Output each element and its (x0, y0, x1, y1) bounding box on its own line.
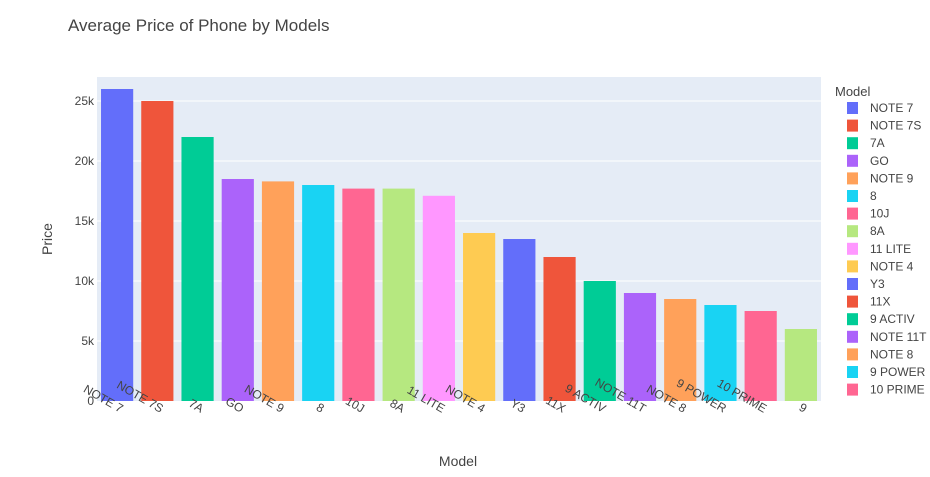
bar (664, 299, 697, 401)
bar (261, 181, 295, 401)
y-tick-label: 5k (81, 334, 95, 348)
legend-item: 11 LITE (870, 242, 911, 256)
bar (302, 185, 335, 401)
legend-swatch (847, 172, 858, 185)
legend-item: Y3 (870, 277, 885, 291)
legend-swatch (847, 295, 858, 308)
legend-item: 8A (870, 224, 885, 238)
legend-item: NOTE 7S (870, 119, 921, 133)
legend-swatch (847, 225, 858, 238)
legend-item: 11X (870, 295, 890, 309)
bar (744, 311, 777, 401)
bar (463, 233, 496, 401)
chart-title: Average Price of Phone by Models (68, 16, 329, 35)
y-tick-label: 10k (75, 274, 95, 288)
legend-item: 10 PRIME (870, 383, 925, 397)
grid-lines (97, 100, 821, 342)
bar (784, 329, 817, 401)
legend-swatch (847, 102, 858, 114)
legend-swatch (847, 190, 858, 202)
plot-area (97, 77, 821, 401)
legend-swatch (847, 119, 858, 132)
legend-swatch (847, 348, 858, 361)
legend-item: 7A (870, 136, 885, 150)
bar (382, 188, 415, 401)
legend-swatch (847, 260, 858, 273)
legend-swatch (847, 330, 858, 343)
bar (543, 257, 576, 401)
bar (623, 293, 657, 401)
legend: NOTE 7 NOTE 7S 7A GO NOTE 9 8 10J 8A 11 LITE NOTE… (847, 101, 927, 397)
bar (181, 137, 214, 401)
legend-swatch (847, 313, 858, 326)
bar (583, 281, 616, 401)
legend-item: 9 POWER (870, 365, 926, 379)
bar (503, 239, 536, 401)
bar (704, 305, 737, 401)
legend-swatch (847, 207, 858, 220)
x-axis-title: Model (439, 453, 477, 469)
bar (141, 101, 174, 401)
x-tick-label: 8A (387, 396, 407, 415)
legend-swatch (847, 242, 858, 255)
legend-item: NOTE 9 (870, 171, 914, 185)
y-axis-ticks: 0 5k 10k 15k 20k 25k (75, 94, 95, 408)
legend-item: NOTE 7 (870, 101, 914, 115)
bars (101, 89, 817, 401)
legend-swatch (847, 137, 858, 150)
bar (221, 179, 254, 401)
bar (342, 188, 375, 401)
legend-item: NOTE 4 (870, 259, 914, 273)
y-tick-label: 20k (75, 154, 95, 168)
legend-swatch (847, 383, 858, 396)
legend-item: GO (870, 154, 889, 168)
legend-item: NOTE 11T (870, 330, 927, 344)
y-tick-label: 15k (75, 214, 95, 228)
legend-item: NOTE 8 (870, 347, 914, 361)
legend-item: 8 (870, 189, 877, 203)
x-tick-label: Y3 (508, 396, 528, 416)
bar (422, 195, 455, 401)
legend-swatch (847, 366, 858, 378)
y-tick-label: 25k (75, 94, 95, 108)
legend-swatch (847, 278, 858, 290)
x-tick-label: 9 (797, 400, 810, 416)
legend-swatch (847, 154, 858, 167)
legend-title: Model (835, 84, 871, 99)
x-tick-label: 8 (314, 400, 327, 416)
y-axis-title: Price (39, 223, 55, 255)
y-tick-label: 0 (87, 394, 94, 408)
x-tick-label: 7A (186, 396, 206, 415)
legend-item: 9 ACTIV (870, 312, 915, 326)
bar (101, 89, 134, 401)
legend-item: 10J (870, 207, 889, 221)
